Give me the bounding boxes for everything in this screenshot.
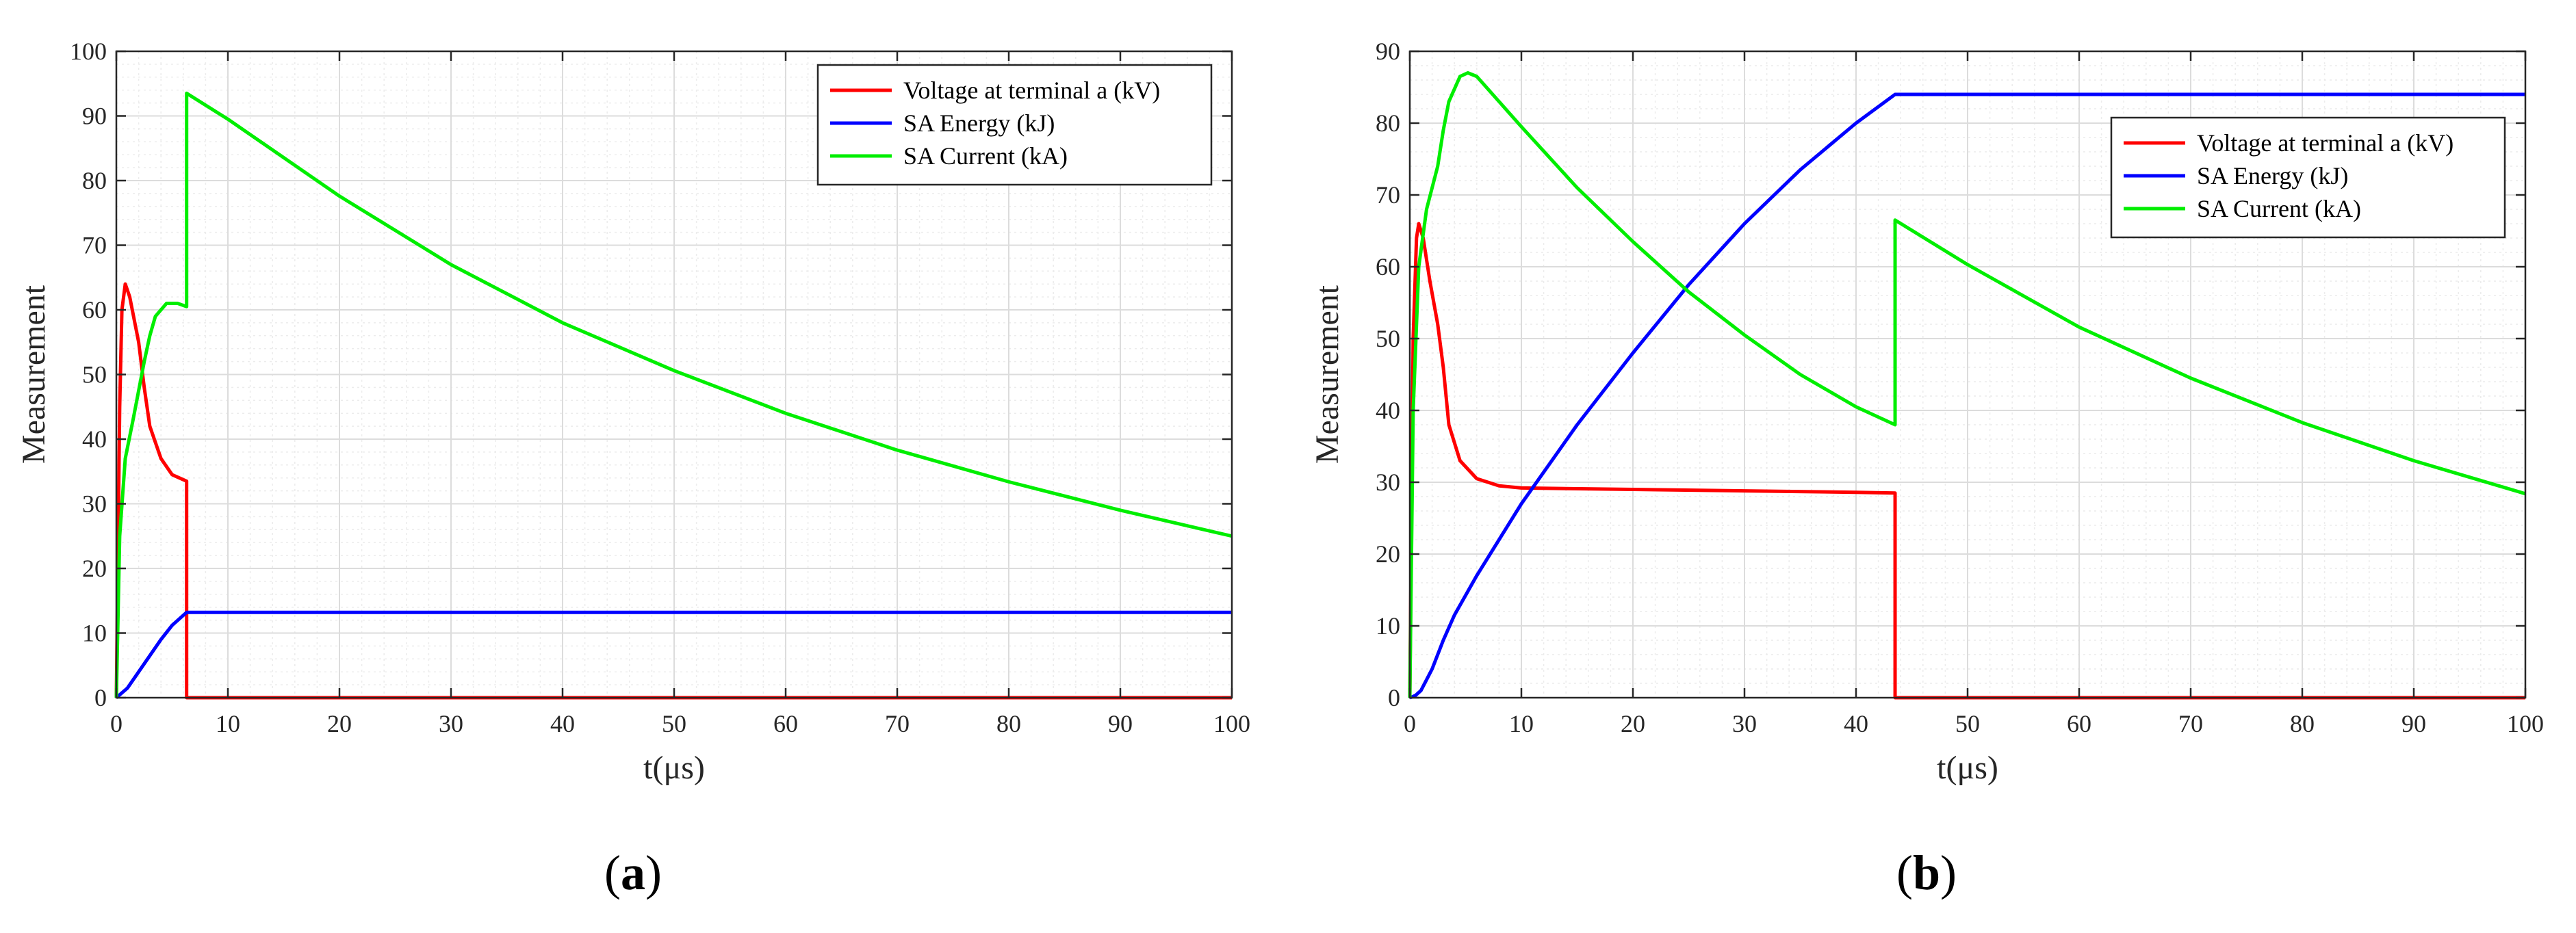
y-tick-label: 80 <box>1376 109 1400 137</box>
x-tick-label: 70 <box>885 710 910 737</box>
series-line-2 <box>114 91 1233 698</box>
x-tick-label: 30 <box>1732 710 1757 737</box>
panel-label: (a) <box>604 845 662 900</box>
x-tick-label: 20 <box>327 710 352 737</box>
y-tick-label: 10 <box>82 620 107 647</box>
legend: Voltage at terminal a (kV) SA Energy (kJ)… <box>2110 116 2506 239</box>
x-tick-label: 70 <box>2178 710 2203 737</box>
legend-label-1: SA Energy (kJ) <box>903 109 1055 137</box>
y-axis-title: Measurement <box>1309 285 1345 464</box>
x-tick-label: 90 <box>1108 710 1133 737</box>
legend-label-2: SA Current (kA) <box>903 142 1068 170</box>
x-tick-label: 50 <box>662 710 686 737</box>
x-tick-label: 0 <box>110 710 123 737</box>
x-tick-label: 80 <box>2290 710 2315 737</box>
y-tick-label: 20 <box>82 555 107 582</box>
ticks: 0 10 20 30 40 50 60 70 80 90 100 0 10 20 30 40 50 60 70 80 9… <box>1376 38 2544 737</box>
y-tick-label: 70 <box>1376 181 1400 209</box>
x-tick-label: 10 <box>216 710 240 737</box>
series-line-2 <box>1408 71 2526 698</box>
y-tick-label: 50 <box>1376 325 1400 352</box>
y-tick-label: 40 <box>82 425 107 453</box>
y-tick-label: 0 <box>1388 684 1400 711</box>
x-tick-label: 0 <box>1404 710 1416 737</box>
x-tick-label: 20 <box>1621 710 1645 737</box>
x-tick-label: 30 <box>439 710 463 737</box>
panel-label: (b) <box>1896 845 1957 900</box>
x-tick-label: 10 <box>1509 710 1534 737</box>
legend-label-0: Voltage at terminal a (kV) <box>2197 129 2453 157</box>
y-tick-label: 60 <box>82 296 107 324</box>
y-tick-label: 20 <box>1376 540 1400 568</box>
chart-panel-a: 0 10 20 30 40 50 60 70 80 90 100 0 10 20 30 40 50 60 70 80 9… <box>16 38 1250 900</box>
x-axis-title: t(μs) <box>643 750 705 786</box>
series-line-1 <box>1409 92 2525 700</box>
y-tick-label: 70 <box>82 232 107 259</box>
x-tick-label: 100 <box>1213 710 1250 737</box>
x-tick-label: 90 <box>2401 710 2426 737</box>
series-line-0 <box>1408 222 2525 700</box>
chart-panel-b: 0 10 20 30 40 50 60 70 80 90 100 0 10 20 30 40 50 60 70 80 9… <box>1309 38 2544 900</box>
y-tick-label: 90 <box>1376 38 1400 65</box>
legend-label-0: Voltage at terminal a (kV) <box>903 77 1160 104</box>
x-tick-label: 80 <box>996 710 1021 737</box>
y-tick-label: 30 <box>82 490 107 518</box>
major-grid <box>1409 51 2526 698</box>
series-line-1 <box>115 610 1232 699</box>
y-axis-title: Measurement <box>16 285 52 464</box>
y-tick-label: 30 <box>1376 469 1400 496</box>
y-tick-label: 100 <box>70 38 107 65</box>
y-tick-label: 80 <box>82 167 107 194</box>
series-group <box>1408 71 2526 700</box>
x-tick-label: 60 <box>2067 710 2091 737</box>
y-tick-label: 0 <box>94 684 107 711</box>
y-tick-label: 90 <box>82 103 107 130</box>
x-axis-title: t(μs) <box>1937 750 1998 786</box>
y-tick-label: 50 <box>82 361 107 389</box>
legend: Voltage at terminal a (kV) SA Energy (kJ)… <box>816 64 1213 186</box>
legend-label-1: SA Energy (kJ) <box>2197 162 2348 189</box>
y-tick-label: 60 <box>1376 253 1400 280</box>
x-tick-label: 100 <box>2507 710 2544 737</box>
ticks: 0 10 20 30 40 50 60 70 80 90 100 0 10 20 30 40 50 60 70 80 9… <box>70 38 1250 737</box>
x-tick-label: 40 <box>1844 710 1868 737</box>
legend-label-2: SA Current (kA) <box>2197 195 2361 222</box>
x-tick-label: 40 <box>550 710 575 737</box>
x-tick-label: 60 <box>773 710 798 737</box>
y-tick-label: 10 <box>1376 612 1400 640</box>
x-tick-label: 50 <box>1955 710 1980 737</box>
y-tick-label: 40 <box>1376 397 1400 424</box>
